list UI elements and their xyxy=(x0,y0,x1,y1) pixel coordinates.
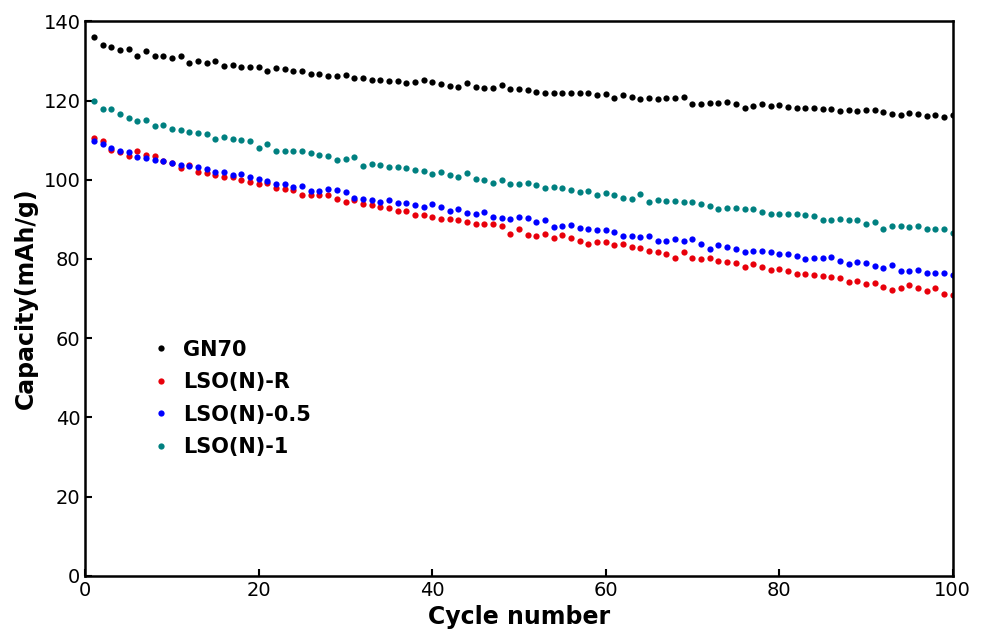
Y-axis label: Capacity(mAh/g): Capacity(mAh/g) xyxy=(14,188,37,410)
LSO(N)-R xyxy=(878,284,889,291)
LSO(N)-0.5 xyxy=(253,176,265,183)
LSO(N)-0.5 xyxy=(88,137,99,145)
Line: LSO(N)-1: LSO(N)-1 xyxy=(91,98,955,236)
LSO(N)-R xyxy=(88,134,99,142)
LSO(N)-R xyxy=(253,180,265,188)
LSO(N)-0.5 xyxy=(878,265,889,273)
LSO(N)-R xyxy=(903,281,915,289)
LSO(N)-1 xyxy=(600,190,612,197)
LSO(N)-0.5 xyxy=(531,218,543,226)
LSO(N)-R xyxy=(947,291,958,299)
GN70 xyxy=(878,109,889,116)
LSO(N)-0.5 xyxy=(288,183,299,191)
GN70 xyxy=(531,87,543,95)
LSO(N)-1 xyxy=(531,181,543,188)
GN70 xyxy=(253,63,265,71)
LSO(N)-0.5 xyxy=(903,267,915,275)
LSO(N)-1 xyxy=(88,97,99,105)
Line: LSO(N)-0.5: LSO(N)-0.5 xyxy=(91,138,955,278)
Line: LSO(N)-R: LSO(N)-R xyxy=(91,135,955,298)
LSO(N)-1 xyxy=(253,144,265,152)
LSO(N)-1 xyxy=(947,229,958,237)
LSO(N)-R xyxy=(531,232,543,240)
LSO(N)-0.5 xyxy=(947,271,958,279)
GN70 xyxy=(600,91,612,98)
GN70 xyxy=(288,67,299,75)
LSO(N)-R xyxy=(600,239,612,246)
Legend: GN70, LSO(N)-R, LSO(N)-0.5, LSO(N)-1: GN70, LSO(N)-R, LSO(N)-0.5, LSO(N)-1 xyxy=(148,331,319,466)
X-axis label: Cycle number: Cycle number xyxy=(427,605,610,629)
LSO(N)-R xyxy=(288,186,299,194)
LSO(N)-0.5 xyxy=(600,226,612,234)
GN70 xyxy=(947,111,958,119)
GN70 xyxy=(903,109,915,117)
Line: GN70: GN70 xyxy=(91,33,955,120)
GN70 xyxy=(938,113,950,121)
LSO(N)-1 xyxy=(903,224,915,231)
LSO(N)-1 xyxy=(878,225,889,233)
LSO(N)-1 xyxy=(288,147,299,154)
GN70 xyxy=(88,33,99,41)
